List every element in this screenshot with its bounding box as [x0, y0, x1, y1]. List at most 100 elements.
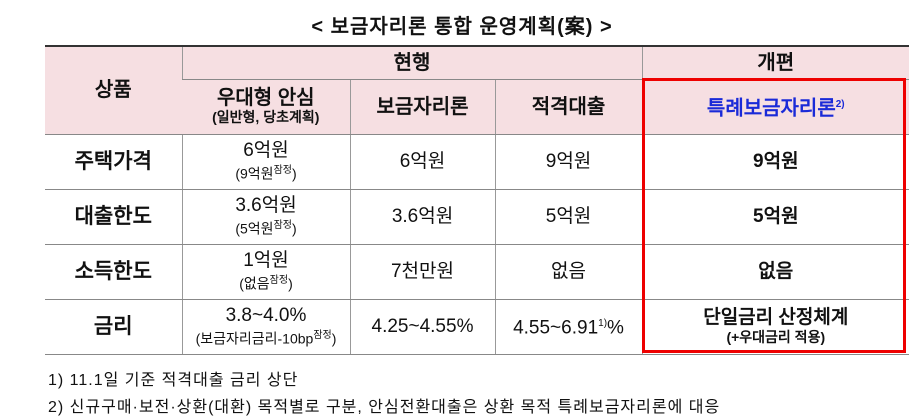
row-label: 주택가격 — [45, 134, 182, 190]
main-text: 3.6억원 — [235, 195, 297, 217]
sub-text: (없음 — [239, 275, 270, 292]
main-text: 3.8~4.0% — [225, 305, 307, 327]
main-text: 9억원 — [545, 150, 592, 172]
sub-line: (없음잠정) — [183, 272, 350, 293]
cell: 4.25~4.55% — [349, 299, 495, 355]
sub-text: (+우대금리 적용) — [726, 329, 826, 345]
main-text: 9억원 — [753, 150, 799, 172]
cell: 단일금리 산정체계 (+우대금리 적용) — [641, 299, 910, 355]
row-label: 소득한도 — [45, 244, 182, 300]
data-row: 소득한도 1억원 (없음잠정) 7천만원 없음 없음 — [45, 244, 910, 300]
main-line: 4.25~4.55% — [351, 316, 495, 338]
header-reform: 개편 — [641, 46, 910, 80]
main-text: 3.6억원 — [391, 205, 454, 227]
main-line: 3.8~4.0% — [183, 305, 350, 327]
main-text: 1억원 — [243, 250, 289, 272]
header-product: 상품 — [45, 46, 182, 135]
main-line: 6억원 — [351, 151, 495, 173]
main-text: 적격대출 — [531, 95, 606, 118]
cell: 9억원 — [494, 134, 643, 190]
sub-text: (보금자리금리-10bp — [195, 330, 314, 347]
main-line: 7천만원 — [351, 261, 495, 283]
cell: 6억원 — [349, 134, 495, 190]
cell: 4.55~6.911)% — [494, 299, 643, 355]
main-text: 7천만원 — [390, 260, 454, 282]
cell: 9억원 — [641, 134, 910, 190]
main-line: 없음 — [496, 261, 642, 283]
suffix: ) — [331, 330, 337, 347]
superscript: 잠정 — [313, 330, 332, 342]
superscript: 1) — [598, 318, 608, 330]
cell: 없음 — [494, 244, 643, 300]
main-text: 6억원 — [243, 140, 289, 162]
suffix: ) — [291, 220, 297, 237]
sub-text: (5억원 — [235, 220, 274, 237]
main-line: 단일금리 산정체계 — [643, 307, 910, 329]
main-line: 1억원 — [183, 250, 350, 272]
superscript: 잠정 — [273, 165, 292, 177]
sub-text: (일반형, 당초계획) — [212, 109, 320, 125]
superscript: 2) — [835, 98, 845, 110]
cell: 6억원 (9억원잠정) — [181, 134, 350, 190]
main-line: 9억원 — [496, 151, 642, 173]
data-row: 금리 3.8~4.0% (보금자리금리-10bp잠정) 4.25~4.55% 4.55~… — [45, 299, 910, 355]
column-header: 적격대출 — [494, 79, 643, 135]
main-line: 4.55~6.911)% — [496, 313, 642, 339]
sub-line: (보금자리금리-10bp잠정) — [183, 327, 350, 348]
plan-table: 상품 현행 개편 우대형 안심 (일반형, 당초계획) 보금자리론 적격대출 특례보금자리론2… — [45, 45, 910, 355]
main-line: 3.6억원 — [183, 195, 350, 217]
suffix: ) — [288, 275, 293, 292]
superscript: 잠정 — [269, 275, 289, 287]
main-line: 5억원 — [643, 206, 910, 228]
data-row: 주택가격 6억원 (9억원잠정) 6억원 9억원 9억원 — [45, 134, 910, 190]
title: < 보금자리론 통합 운영계획(案) > — [311, 16, 613, 38]
column-header: 보금자리론 — [349, 79, 495, 135]
main-line: 5억원 — [496, 206, 642, 228]
sub-line: (5억원잠정) — [183, 217, 350, 238]
main-line: 없음 — [643, 261, 910, 283]
main-text: 특례보금자리론 — [706, 97, 836, 120]
cell: 7천만원 — [349, 244, 495, 300]
suffix: ) — [291, 165, 297, 182]
sub-line: (9억원잠정) — [183, 162, 350, 183]
row-label: 대출한도 — [45, 189, 182, 245]
sub-text: (9억원 — [235, 165, 274, 182]
cell: 3.6억원 — [349, 189, 495, 245]
sub-line: (일반형, 당초계획) — [182, 109, 350, 126]
main-line: 특례보금자리론2) — [643, 94, 910, 120]
main-line: 우대형 안심 — [182, 87, 350, 109]
main-text: 단일금리 산정체계 — [703, 307, 849, 328]
cell: 1억원 (없음잠정) — [181, 244, 350, 300]
main-line: 보금자리론 — [351, 96, 495, 118]
main-line: 3.6억원 — [351, 206, 495, 228]
main-text: 5억원 — [753, 205, 799, 227]
column-header: 우대형 안심 (일반형, 당초계획) — [182, 79, 350, 135]
main-line: 적격대출 — [496, 96, 642, 118]
header-row: 상품 현행 개편 — [45, 46, 910, 135]
sub-line: (+우대금리 적용) — [643, 329, 910, 346]
main-text: 보금자리론 — [376, 95, 469, 118]
main-text: 없음 — [758, 260, 794, 282]
main-text: 우대형 안심 — [216, 87, 315, 109]
main-line: 9억원 — [643, 151, 910, 173]
main-text: 4.55~6.91 — [513, 317, 599, 339]
cell: 5억원 — [641, 189, 910, 245]
superscript: 잠정 — [273, 220, 292, 232]
header-row: 우대형 안심 (일반형, 당초계획) 보금자리론 적격대출 특례보금자리론2) — [45, 79, 910, 135]
main-text: 4.25~4.55% — [371, 315, 474, 337]
cell: 3.6억원 (5억원잠정) — [181, 189, 350, 245]
footnote: 2) 신규구매·보전·상환(대환) 목적별로 구분, 안심전환대출은 상환 목적… — [48, 399, 721, 416]
footnote: 1) 11.1일 기준 적격대출 금리 상단 — [48, 372, 299, 389]
main-line: 6억원 — [183, 140, 350, 162]
cell: 3.8~4.0% (보금자리금리-10bp잠정) — [181, 299, 350, 355]
column-header: 특례보금자리론2) — [641, 79, 910, 135]
cell: 없음 — [641, 244, 910, 300]
data-row: 대출한도 3.6억원 (5억원잠정) 3.6억원 5억원 5억원 — [45, 189, 910, 245]
suffix: % — [607, 317, 624, 339]
row-label: 금리 — [45, 299, 182, 355]
main-text: 5억원 — [545, 205, 592, 227]
cell: 5억원 — [494, 189, 643, 245]
main-text: 없음 — [551, 260, 586, 282]
main-text: 6억원 — [399, 150, 446, 172]
